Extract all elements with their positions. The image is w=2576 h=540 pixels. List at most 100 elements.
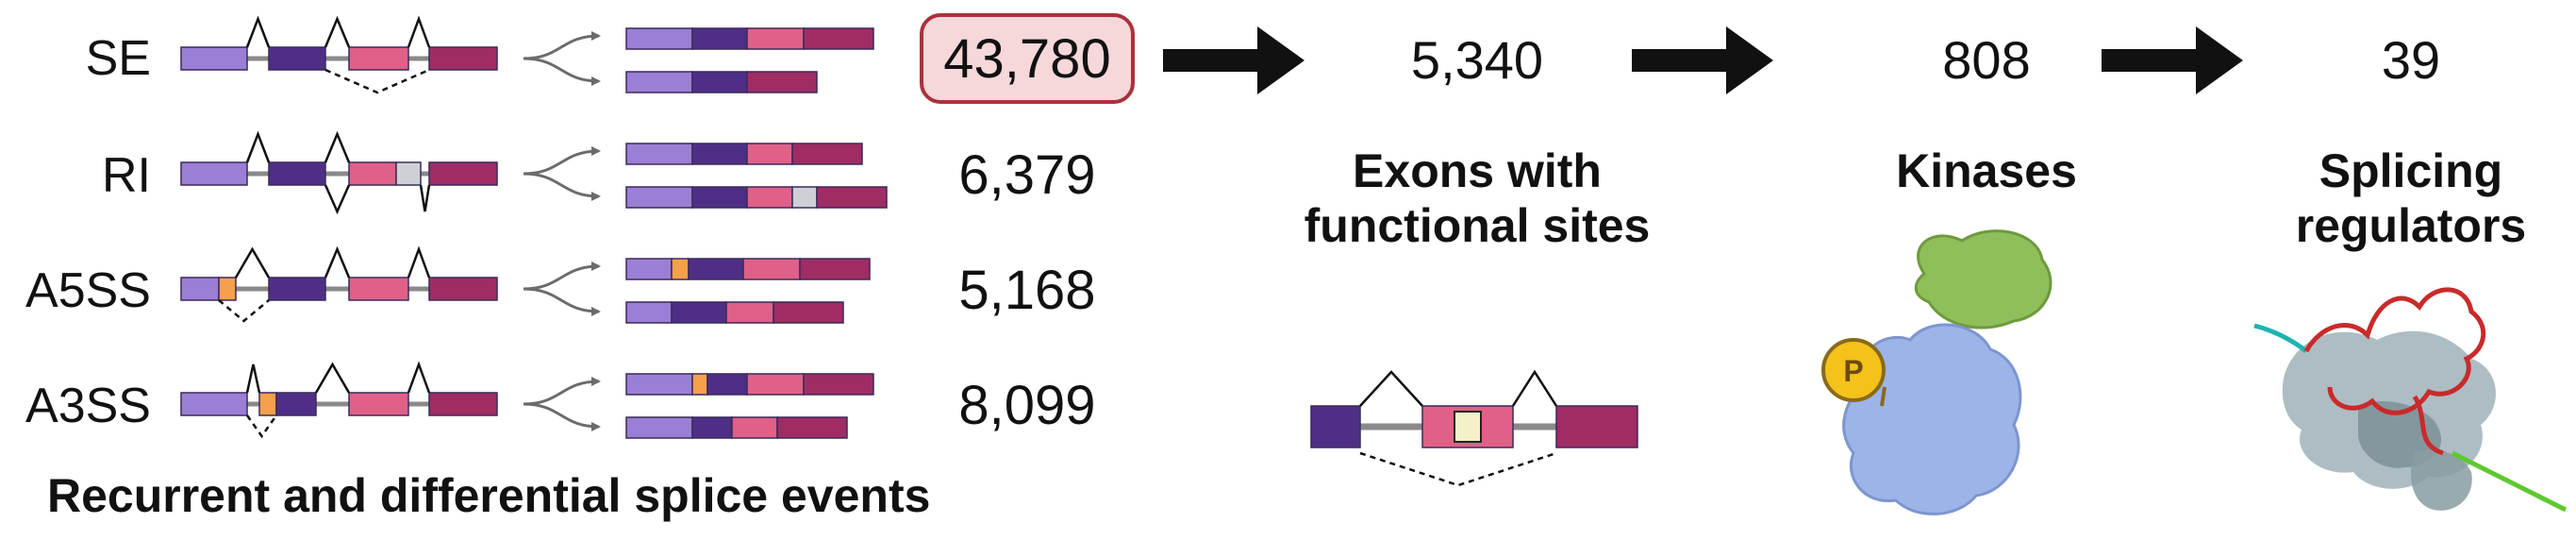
- exon-box: [258, 392, 277, 416]
- exon-box: [746, 186, 793, 209]
- event-count-se: 43,780: [943, 28, 1111, 90]
- splice-junction: [234, 246, 271, 278]
- exon-box: [691, 373, 708, 396]
- events-caption: Recurrent and differential splice events: [47, 469, 931, 522]
- fork-upper: [523, 262, 601, 291]
- exon-box: [625, 27, 693, 50]
- isoform-fork-arrow: [523, 31, 601, 86]
- stage-count-kinases: 808: [1942, 30, 2031, 90]
- event-label-a5ss: A5SS: [25, 263, 151, 318]
- exon-box: [776, 416, 848, 439]
- splice-junction: [407, 15, 431, 48]
- stage-count-functional-exons: 5,340: [1410, 30, 1544, 90]
- protein-subunit-shape: [2411, 449, 2472, 511]
- exon-box: [1555, 405, 1638, 448]
- exon-box: [691, 416, 733, 439]
- skip-junction: [324, 68, 430, 94]
- exon-box: [625, 258, 673, 280]
- splicing-regulator-icon: [2253, 287, 2568, 513]
- rna-strand-green: [2451, 450, 2568, 513]
- exon-box: [428, 46, 498, 71]
- exon-box: [180, 161, 248, 186]
- exon-box: [625, 143, 693, 165]
- exon-box: [691, 186, 748, 209]
- gene-model-se: [180, 15, 498, 94]
- exon-box: [803, 373, 874, 396]
- exon-box: [625, 301, 673, 324]
- exon-box: [268, 46, 326, 71]
- exon-box: [1310, 405, 1361, 448]
- exon-box: [746, 27, 805, 50]
- splice-junction: [245, 15, 271, 48]
- fork-upper: [523, 377, 601, 406]
- flow-arrow-1: [1163, 26, 1305, 94]
- exon-box: [791, 143, 863, 165]
- fork-upper: [523, 31, 601, 60]
- fork-upper: [523, 146, 601, 176]
- splice-junction: [324, 15, 351, 48]
- gene-model-a3ss: [180, 361, 498, 439]
- exon-box: [691, 27, 748, 50]
- functional-site-box: [1454, 411, 1482, 443]
- flow-arrows: [523, 26, 2243, 431]
- splice-junction: [1511, 369, 1558, 407]
- phosphate-label: P: [1843, 354, 1863, 388]
- splice-junction: [407, 245, 431, 278]
- exon-box: [671, 258, 690, 280]
- exon-box: [725, 301, 774, 324]
- exon-box: [180, 392, 248, 416]
- splice-junction: [407, 361, 431, 394]
- exon-box: [691, 71, 748, 93]
- stage-count-splicing-regulators: 39: [2381, 30, 2441, 90]
- exon-box: [773, 301, 844, 324]
- splice-junction: [245, 363, 261, 394]
- splice-junction: [419, 184, 431, 212]
- splice-junction: [324, 245, 351, 278]
- rna-stemloop-red: [2303, 287, 2486, 415]
- exon-box: [691, 143, 748, 165]
- exon-box: [395, 161, 422, 186]
- rna-strand-teal: [2253, 323, 2308, 353]
- skip-junction: [245, 414, 278, 439]
- exon-box: [791, 186, 818, 209]
- isoform-fork-arrow: [523, 262, 601, 316]
- event-label-ri: RI: [102, 148, 151, 203]
- exon-box: [746, 71, 818, 93]
- skip-junction: [218, 299, 270, 323]
- exon-box: [706, 373, 748, 396]
- stage-label-kinases: Kinases: [1896, 144, 2077, 197]
- exon-box: [742, 258, 801, 280]
- event-count-ri: 6,379: [958, 144, 1096, 206]
- fork-lower: [523, 57, 601, 86]
- isoforms-a5ss: [625, 258, 871, 324]
- isoform-fork-arrow: [523, 146, 601, 201]
- exon-box: [268, 277, 326, 301]
- exon-box: [746, 143, 793, 165]
- exon-box: [803, 27, 874, 50]
- event-label-a3ss: A3SS: [25, 379, 151, 433]
- exon-box: [625, 373, 693, 396]
- phosphate-linker: [1880, 386, 1886, 407]
- exon-box: [348, 46, 409, 71]
- flow-arrow-3: [2102, 26, 2243, 94]
- exon-box: [348, 392, 409, 416]
- exon-box: [218, 277, 237, 301]
- exon-box: [428, 392, 498, 416]
- exon-box: [625, 186, 693, 209]
- flow-arrow-2: [1632, 26, 1773, 94]
- isoforms-ri: [625, 143, 888, 209]
- fork-lower: [523, 287, 601, 316]
- isoforms-a3ss: [625, 373, 874, 439]
- splice-junction: [324, 130, 351, 163]
- exon-box: [348, 277, 409, 301]
- splice-junction: [1359, 370, 1423, 407]
- event-count-a5ss: 5,168: [958, 260, 1096, 321]
- splice-junction: [324, 184, 351, 215]
- exon-box: [746, 373, 805, 396]
- functional-exon-icon: [1310, 369, 1638, 487]
- fork-lower: [523, 172, 601, 201]
- exon-box: [180, 277, 220, 301]
- phosphate-circle: [1821, 338, 1886, 402]
- exon-box: [731, 416, 778, 439]
